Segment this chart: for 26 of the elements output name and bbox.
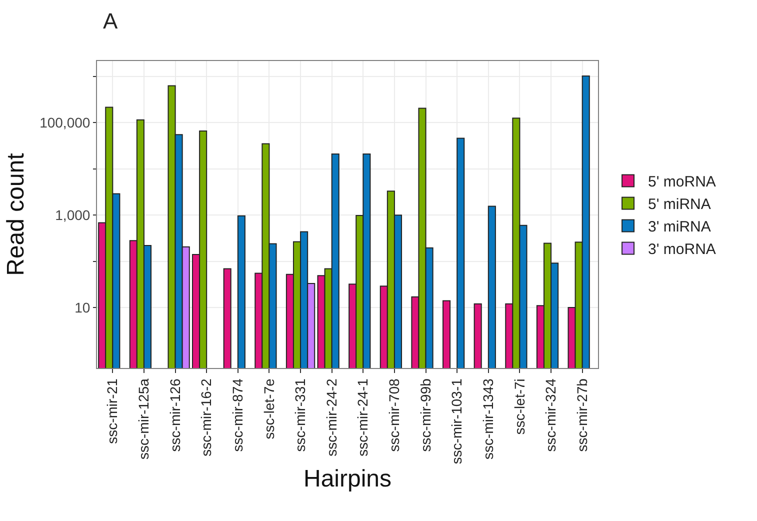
legend-label: 5' moRNA xyxy=(648,174,716,191)
legend-label: 3' moRNA xyxy=(648,241,716,258)
x-tick-label: ssc-mir-24-1 xyxy=(354,378,371,456)
chart-title: A xyxy=(103,8,118,34)
x-tick-label: ssc-mir-99b xyxy=(417,378,434,452)
x-tick-label: ssc-mir-125a xyxy=(136,378,152,460)
x-tick-label: ssc-let-7i xyxy=(511,378,528,435)
x-tick-label: ssc-mir-1343 xyxy=(480,378,496,460)
x-tick-label: ssc-mir-331 xyxy=(292,378,308,452)
x-tick-label: ssc-mir-21 xyxy=(104,378,120,444)
legend-label: 3' miRNA xyxy=(648,218,711,236)
x-tick-label: ssc-mir-24-2 xyxy=(323,378,340,456)
legend-label: 5' miRNA xyxy=(648,196,711,214)
x-tick-label: ssc-let-7e xyxy=(260,378,277,440)
y-tick-label: 100,000 xyxy=(40,114,90,131)
y-axis-title: Read count xyxy=(2,152,30,276)
x-tick-label: ssc-mir-16-2 xyxy=(198,378,214,456)
x-tick-label: ssc-mir-874 xyxy=(229,378,246,452)
x-tick-label: ssc-mir-103-1 xyxy=(448,378,465,464)
x-tick-label: ssc-mir-27b xyxy=(574,378,590,452)
x-tick-label: ssc-mir-126 xyxy=(166,378,183,452)
x-tick-label: ssc-mir-324 xyxy=(542,378,559,452)
x-tick-label: ssc-mir-708 xyxy=(386,378,402,452)
y-tick-label: 10 xyxy=(74,299,90,316)
y-tick-label: 1,000 xyxy=(55,206,90,223)
x-axis-title: Hairpins xyxy=(303,465,392,492)
